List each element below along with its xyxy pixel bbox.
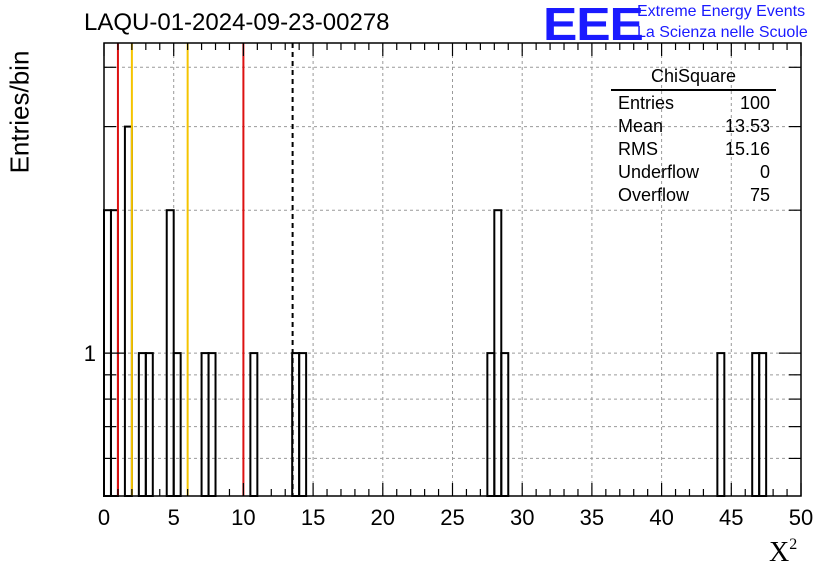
stats-value: 100	[739, 93, 770, 113]
x-tick-label: 45	[719, 505, 743, 530]
plot-title: LAQU-01-2024-09-23-00278	[84, 9, 390, 36]
marker-lines	[116, 43, 294, 496]
x-tick-label: 0	[98, 505, 110, 530]
x-tick-label: 20	[371, 505, 395, 530]
stats-value: 0	[759, 162, 770, 182]
x-tick-label: 25	[440, 505, 464, 530]
stats-label: Entries	[618, 93, 675, 113]
histogram-bin	[123, 125, 133, 497]
stats-row: Mean 13.53	[611, 115, 776, 138]
x-tick-label: 30	[510, 505, 534, 530]
x-tick-label: 35	[580, 505, 604, 530]
x-tick-label: 15	[301, 505, 325, 530]
stats-value: 13.53	[724, 116, 770, 136]
stats-value: 75	[749, 185, 770, 205]
axes: 0 5 10 15 20 25 30 35 40 45 50 1	[84, 42, 813, 530]
stats-box: ChiSquare Entries 100 Mean 13.53 RMS 15.16 …	[611, 66, 776, 207]
stats-value: 15.16	[724, 139, 770, 159]
stats-row: Overflow 75	[611, 184, 776, 207]
x-tick-label: 40	[649, 505, 673, 530]
stats-row: RMS 15.16	[611, 138, 776, 161]
y-tick-label: 1	[84, 341, 96, 366]
stats-title: ChiSquare	[611, 66, 776, 91]
x-tick-label: 50	[789, 505, 813, 530]
eee-logo: EEE	[543, 0, 644, 50]
eee-logo-line2: La Scienza nelle Scuole	[637, 24, 808, 41]
stats-row: Entries 100	[611, 92, 776, 115]
stats-row: Underflow 0	[611, 161, 776, 184]
eee-logo-line1: Extreme Energy Events	[637, 3, 806, 20]
stats-label: Underflow	[618, 162, 700, 182]
x-axis-label: X2	[769, 536, 798, 568]
stats-label: RMS	[618, 139, 658, 159]
stats-label: Overflow	[618, 185, 690, 205]
grid	[104, 43, 801, 496]
stats-label: Mean	[618, 116, 664, 136]
x-tick-label: 5	[168, 505, 180, 530]
x-tick-label: 10	[231, 505, 255, 530]
